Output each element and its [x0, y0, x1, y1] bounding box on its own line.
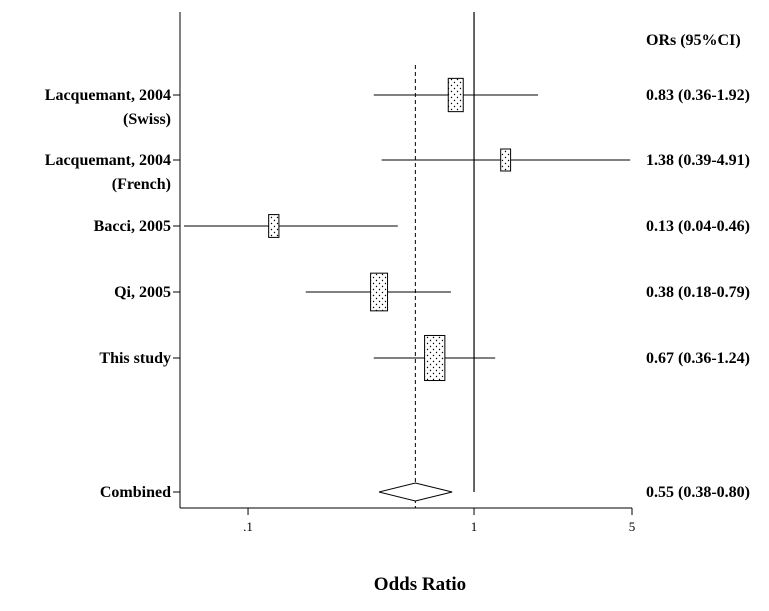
study-label: (French)	[112, 176, 171, 193]
x-tick-label: 1	[471, 519, 478, 534]
study-label: Qi, 2005	[114, 284, 171, 301]
point-estimate-box	[424, 334, 446, 382]
x-axis-title: Odds Ratio	[374, 574, 466, 595]
study-label: Bacci, 2005	[94, 218, 171, 235]
ci-text: 1.38 (0.39-4.91)	[646, 152, 750, 169]
x-tick-label: 5	[629, 519, 636, 534]
ci-text: 0.38 (0.18-0.79)	[646, 284, 750, 301]
study-label: (Swiss)	[123, 111, 171, 128]
study-label: Lacquemant, 2004	[45, 87, 171, 104]
column-header: ORs (95%CI)	[646, 32, 741, 49]
combined-label: Combined	[100, 484, 171, 501]
point-estimate-box	[447, 77, 464, 113]
point-estimate-box	[268, 214, 280, 238]
ci-text: 0.83 (0.36-1.92)	[646, 87, 750, 104]
study-label: Lacquemant, 2004	[45, 152, 171, 169]
combined-ci-text: 0.55 (0.38-0.80)	[646, 484, 750, 501]
point-estimate-box	[500, 148, 512, 172]
x-tick-label: .1	[243, 519, 253, 534]
ci-text: 0.67 (0.36-1.24)	[646, 350, 750, 367]
point-estimate-box	[370, 272, 389, 312]
study-label: This study	[99, 350, 171, 367]
combined-estimate-diamond	[378, 482, 453, 502]
ci-text: 0.13 (0.04-0.46)	[646, 218, 750, 235]
